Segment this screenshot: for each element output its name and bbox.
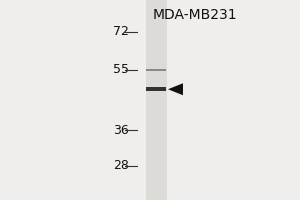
Polygon shape <box>168 83 183 95</box>
Text: 55: 55 <box>113 63 129 76</box>
Text: MDA-MB231: MDA-MB231 <box>153 8 237 22</box>
Text: 28: 28 <box>113 159 129 172</box>
Bar <box>146 69 166 71</box>
Bar <box>146 87 166 91</box>
Text: 72: 72 <box>113 25 129 38</box>
Text: 36: 36 <box>113 124 129 137</box>
Bar <box>146 0 167 200</box>
